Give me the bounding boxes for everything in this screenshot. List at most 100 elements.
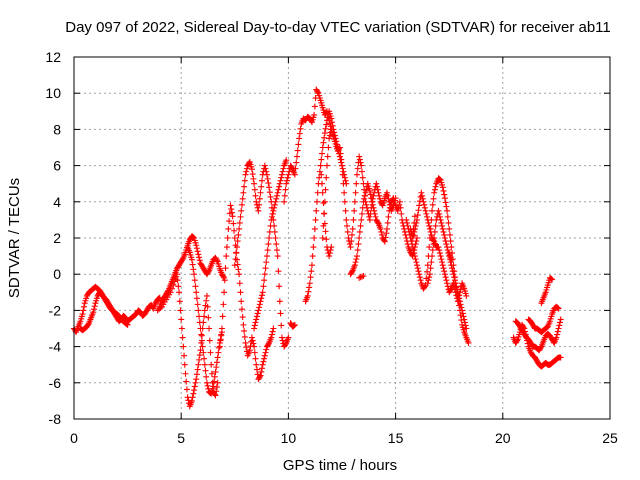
data-point: [369, 198, 376, 205]
data-point: [341, 189, 348, 196]
data-point: [449, 265, 456, 272]
data-point: [251, 343, 258, 350]
data-point: [421, 283, 428, 290]
data-point: [440, 187, 447, 194]
data-point: [423, 210, 430, 217]
data-point: [311, 235, 318, 241]
data-point: [176, 298, 183, 305]
data-point: [282, 186, 289, 193]
data-point: [356, 274, 363, 281]
data-point: [441, 195, 448, 202]
data-point: [311, 225, 318, 232]
data-point: [85, 321, 92, 328]
data-point: [440, 228, 447, 235]
data-point: [339, 171, 346, 178]
data-point: [249, 171, 256, 178]
data-point: [337, 150, 344, 157]
data-point: [455, 292, 462, 299]
data-point: [436, 247, 443, 254]
data-point: [313, 198, 320, 205]
data-point: [293, 153, 300, 160]
data-point: [425, 277, 432, 284]
data-point: [231, 262, 238, 269]
data-point: [256, 304, 263, 311]
data-point: [252, 319, 259, 326]
data-point: [182, 370, 189, 377]
data-point: [351, 207, 358, 214]
data-point: [322, 125, 329, 132]
y-tick-label: -2: [49, 302, 62, 318]
data-point: [377, 225, 384, 232]
data-point: [91, 303, 98, 310]
data-point: [193, 371, 200, 378]
data-point: [359, 174, 366, 181]
data-point: [278, 322, 285, 329]
data-point: [410, 226, 417, 233]
data-point: [411, 250, 418, 257]
data-point: [237, 213, 244, 220]
data-point: [251, 325, 258, 332]
data-point: [366, 213, 373, 220]
data-point: [409, 244, 416, 251]
data-point: [196, 319, 203, 326]
data-point: [210, 383, 217, 390]
data-point: [419, 192, 426, 199]
x-tick-label: 10: [281, 430, 297, 446]
data-point: [209, 379, 216, 386]
data-point: [231, 227, 238, 234]
data-point: [437, 253, 444, 260]
data-point: [414, 265, 421, 272]
data-point: [261, 355, 268, 362]
data-point: [264, 175, 271, 182]
data-point: [370, 204, 377, 211]
data-point: [312, 216, 319, 223]
y-tick-label: 4: [53, 194, 61, 210]
data-point: [156, 295, 163, 302]
data-point: [357, 159, 364, 166]
data-point: [410, 247, 417, 254]
data-point: [448, 256, 455, 263]
data-point: [437, 216, 444, 223]
data-point: [376, 195, 383, 202]
data-point: [230, 220, 237, 227]
data-point: [429, 201, 436, 208]
data-point: [451, 274, 458, 281]
data-point: [271, 201, 278, 208]
data-point: [321, 198, 328, 205]
data-point: [321, 134, 328, 141]
data-point: [424, 216, 431, 223]
data-point: [352, 189, 359, 196]
series-trace-f: [216, 202, 277, 383]
data-point: [366, 216, 373, 223]
data-point: [243, 168, 250, 175]
data-point: [416, 271, 423, 278]
data-point: [446, 231, 453, 238]
data-point: [258, 177, 265, 184]
data-point: [257, 372, 264, 379]
data-point: [323, 236, 330, 243]
data-point: [378, 228, 385, 235]
data-point: [216, 344, 223, 351]
data-point: [296, 130, 303, 137]
data-point: [253, 366, 260, 373]
data-point: [375, 189, 382, 196]
y-tick-label: -8: [49, 411, 62, 427]
data-point: [207, 349, 214, 356]
data-point: [272, 198, 279, 205]
data-point: [439, 225, 446, 232]
data-point: [411, 253, 418, 260]
data-point: [326, 132, 333, 139]
data-point: [271, 228, 278, 235]
data-point: [432, 183, 439, 190]
data-point: [364, 207, 371, 214]
data-point: [349, 225, 356, 232]
data-point: [316, 168, 323, 175]
data-point: [181, 361, 188, 368]
data-point: [374, 186, 381, 193]
data-point: [246, 347, 253, 354]
data-point: [179, 256, 186, 263]
data-point: [372, 213, 379, 220]
data-point: [204, 303, 211, 310]
data-point: [241, 327, 248, 334]
data-point: [233, 256, 240, 263]
